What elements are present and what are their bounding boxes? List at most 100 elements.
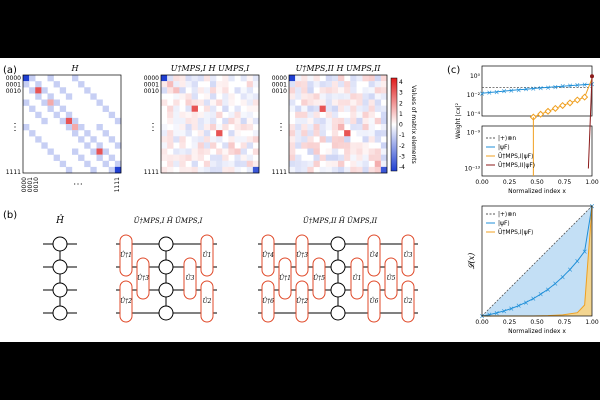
heatmap-cell — [185, 105, 192, 112]
heatmap-cell — [114, 142, 122, 149]
heatmap-cell — [289, 142, 296, 149]
heatmap-cell — [380, 75, 388, 82]
heatmap-cell — [29, 87, 36, 94]
heatmap-cell — [338, 136, 345, 143]
heatmap-cell — [197, 130, 205, 137]
heatmap-cell — [307, 148, 314, 155]
heatmap-cell — [90, 166, 97, 174]
heatmap-cell — [301, 166, 308, 174]
heatmap-cell — [197, 142, 205, 149]
heatmap-cell — [331, 81, 339, 88]
weight-chart: 10⁰ 10⁻² 10⁻⁴ 10⁻⁹ 10⁻¹³ 0.00 0.25 0.50 0.75 1.00… — [455, 65, 599, 195]
circuit-title: Û†MPS,II Ĥ ÛMPS,II — [303, 216, 377, 225]
heatmap-cell — [35, 111, 42, 119]
heatmap-cell — [59, 87, 67, 94]
heatmap-cell — [222, 160, 229, 168]
heatmap-cell — [216, 87, 223, 94]
unitary-gate — [278, 257, 292, 300]
heatmap-cell — [65, 93, 73, 100]
heatmap-cell — [313, 99, 320, 106]
heatmap-cell — [325, 160, 333, 168]
heatmap-cell — [246, 87, 254, 94]
gate-label: Û†4 — [262, 251, 274, 259]
heatmap-cell — [173, 160, 180, 168]
heatmap-cell — [350, 166, 357, 174]
heatmap-cell — [210, 81, 217, 88]
heatmap-cell — [65, 111, 73, 119]
marker-psiF: × — [516, 302, 522, 310]
heatmap-cell — [72, 75, 79, 82]
heatmap-cell — [252, 105, 260, 112]
heatmap-cell — [301, 117, 308, 125]
heatmap-cell — [96, 99, 103, 106]
heatmap-cell — [203, 142, 211, 149]
heatmap-cell — [356, 111, 363, 119]
heatmap-cell — [234, 105, 241, 112]
heatmap-cell — [368, 130, 375, 137]
heatmap-cell — [35, 87, 42, 94]
marker-psiF: × — [501, 307, 507, 315]
heatmap-cell — [307, 105, 314, 112]
heatmap-cell — [65, 117, 73, 125]
marker-psiF: × — [508, 87, 514, 95]
heatmap-cell — [338, 99, 345, 106]
heatmap-cell — [362, 75, 369, 82]
heatmap-cell — [368, 99, 375, 106]
heatmap-cell — [301, 136, 308, 143]
heatmap-cell — [380, 124, 388, 131]
heatmap-cell — [319, 81, 326, 88]
heatmap-cell — [167, 130, 174, 137]
heatmap-cell — [295, 130, 302, 137]
heatmap-cell — [161, 154, 168, 161]
heatmap-cell — [84, 142, 91, 149]
heatmap-cell — [331, 160, 339, 168]
marker-mpsII — [590, 74, 594, 79]
heatmap-cell — [338, 124, 345, 131]
heatmap-cell — [210, 142, 217, 149]
row-label: 0001 — [144, 82, 159, 89]
x-tick-label: 0.75 — [558, 179, 572, 186]
heatmap-cell — [319, 117, 326, 125]
row-label: 0000 — [272, 75, 287, 82]
heatmap-cell — [344, 99, 351, 106]
heatmap-cell — [191, 111, 198, 119]
heatmap-cell — [356, 148, 363, 155]
heatmap-cell — [108, 111, 116, 119]
heatmap-cell — [331, 148, 339, 155]
mpo-node — [52, 282, 68, 298]
marker-mpsI — [581, 93, 589, 101]
unitary-gate — [384, 257, 398, 300]
marker-psiF: × — [582, 81, 588, 89]
heatmap-cell — [289, 81, 296, 88]
axes-lower — [481, 125, 593, 177]
heatmap-cell — [191, 87, 198, 94]
heatmap-cell — [301, 75, 308, 82]
heatmap-cell — [374, 154, 382, 161]
heatmap-cell — [350, 99, 357, 106]
legend-entry: |ψF⟩ — [498, 144, 510, 151]
marker-mpsI — [559, 101, 567, 110]
heatmap-cell — [197, 75, 205, 82]
heatmap-cell — [289, 166, 296, 174]
heatmap-cell — [173, 148, 180, 155]
heatmap-cell — [53, 81, 60, 88]
heatmap-cell — [179, 87, 186, 94]
heatmap-cell — [197, 124, 205, 131]
x-tick-label: 0.00 — [475, 179, 489, 186]
heatmap-cell — [325, 148, 333, 155]
heatmap-cell — [344, 154, 351, 161]
heatmap-cell — [301, 160, 308, 168]
heatmap-cell — [246, 124, 254, 131]
marker-psiF: × — [508, 305, 514, 313]
heatmap-cell — [368, 154, 375, 161]
gate-label: Û1 — [203, 251, 212, 259]
gate-label: Û†6 — [262, 297, 274, 305]
heatmap-cell — [362, 93, 369, 100]
circuit-mps2: Û†MPS,II Ĥ ÛMPS,II Û†4 Û†1 Û†6 Û†3 Û†5 Û†2 Û4 Û1… — [258, 216, 418, 323]
heatmap-cell — [289, 93, 296, 100]
row-label: 0010 — [6, 88, 21, 95]
heatmap-cell — [331, 111, 339, 119]
heatmap-cell — [234, 124, 241, 131]
unitary-gate — [200, 280, 214, 323]
heatmap-cell — [325, 99, 333, 106]
